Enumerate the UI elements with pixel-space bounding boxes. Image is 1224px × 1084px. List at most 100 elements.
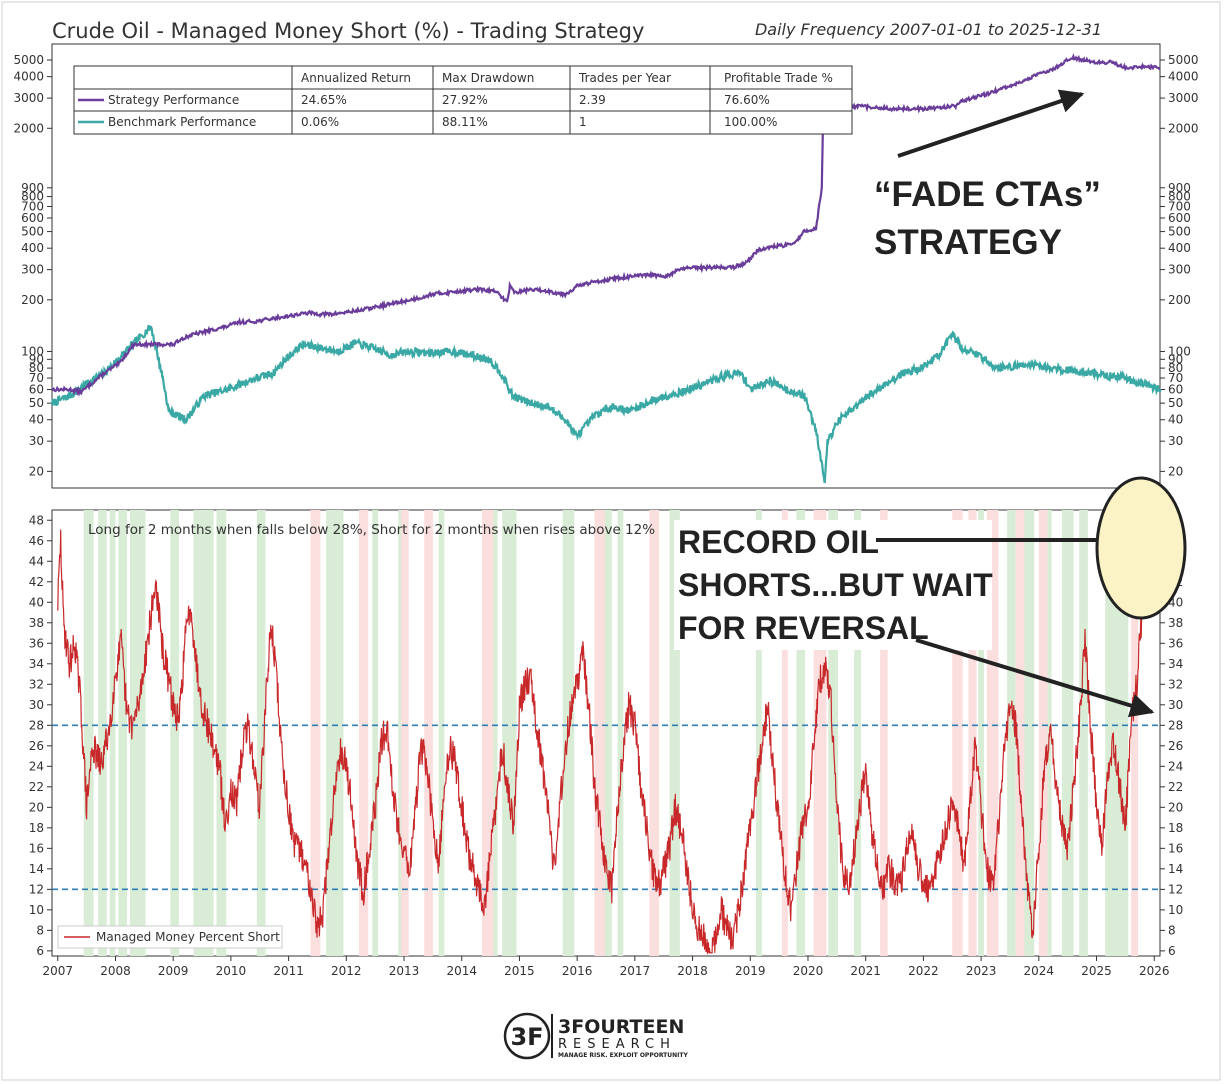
long-trade-band — [617, 510, 624, 956]
year-tick-label: 2007 — [42, 964, 73, 978]
long-trade-band — [193, 510, 214, 956]
performance-y-tick-label: 90 — [29, 352, 44, 366]
performance-y-tick-label: 200 — [1168, 293, 1191, 307]
long-trade-band — [109, 510, 116, 956]
performance-y-tick-label: 3000 — [13, 91, 44, 105]
performance-y-tick-label: 70 — [1168, 371, 1183, 385]
year-axis: 2007 2008 2009 2010 2011 2012 2013 2014 2015 2016… — [42, 956, 1170, 978]
logo-tagline: MANAGE RISK. EXPLOIT OPPORTUNITY — [558, 1052, 688, 1059]
reversal-arrow — [915, 638, 1155, 718]
performance-y-tick-label: 5000 — [13, 53, 44, 67]
table-cell-benchmark-return: 0.06% — [301, 115, 339, 129]
short-trade-band — [359, 510, 369, 956]
performance-y-tick-label: 2000 — [1168, 121, 1199, 135]
record-shorts-highlight-circle — [1095, 476, 1187, 620]
year-tick-label: 2012 — [331, 964, 362, 978]
year-tick-label: 2019 — [735, 964, 766, 978]
signal-y-tick-label: 44 — [29, 554, 44, 568]
trade-shading-bands — [83, 510, 1139, 956]
long-trade-band — [828, 510, 838, 956]
record-shorts-label-line3: FOR REVERSAL — [678, 610, 929, 646]
table-header-annualized-return: Annualized Return — [301, 71, 411, 85]
performance-y-tick-label: 40 — [29, 413, 44, 427]
long-trade-band — [1007, 510, 1016, 956]
long-trade-band — [600, 510, 612, 956]
signal-y-tick-label: 26 — [1168, 739, 1183, 753]
performance-y-tick-label: 20 — [1168, 464, 1183, 478]
signal-y-tick-label: 36 — [29, 636, 44, 650]
long-trade-band — [1079, 510, 1088, 956]
performance-y-tick-label: 4000 — [13, 70, 44, 84]
signal-y-tick-label: 38 — [1168, 616, 1183, 630]
performance-y-tick-label: 200 — [21, 293, 44, 307]
performance-y-tick-label: 900 — [1168, 181, 1191, 195]
long-trade-band — [796, 510, 806, 956]
fade-ctas-label-line2: STRATEGY — [874, 223, 1062, 262]
performance-y-tick-label: 400 — [21, 241, 44, 255]
signal-y-tick-label: 6 — [1168, 944, 1176, 958]
table-cell-benchmark-trades: 1 — [579, 115, 587, 129]
performance-y-tick-label: 3000 — [1168, 91, 1199, 105]
benchmark-performance-line — [50, 324, 1162, 484]
short-trade-band — [968, 510, 977, 956]
performance-y-tick-label: 600 — [1168, 211, 1191, 225]
short-trade-band — [1038, 510, 1048, 956]
performance-y-tick-label: 60 — [1168, 383, 1183, 397]
signal-y-tick-label: 30 — [1168, 698, 1183, 712]
signal-y-tick-label: 20 — [1168, 800, 1183, 814]
performance-y-tick-label: 4000 — [1168, 70, 1199, 84]
short-trade-band — [649, 510, 660, 956]
signal-y-tick-label: 24 — [1168, 759, 1183, 773]
performance-y-tick-label: 100 — [1168, 344, 1191, 358]
short-trade-band — [880, 510, 888, 956]
long-trade-band — [493, 510, 498, 956]
year-tick-label: 2009 — [158, 964, 189, 978]
performance-y-tick-label: 30 — [29, 434, 44, 448]
performance-y-tick-label: 700 — [1168, 200, 1191, 214]
signal-y-tick-label: 18 — [1168, 821, 1183, 835]
signal-y-tick-label: 14 — [1168, 862, 1183, 876]
signal-legend-label: Managed Money Percent Short — [96, 930, 280, 944]
table-header-trades-per-year: Trades per Year — [578, 71, 671, 85]
logo-brand-sub: RESEARCH — [558, 1037, 676, 1052]
signal-panel: 6810121416182022242628303234363840424446… — [29, 476, 1187, 978]
performance-y-tick-label: 300 — [1168, 263, 1191, 277]
long-trade-band — [216, 510, 227, 956]
short-trade-band — [1131, 510, 1139, 956]
year-tick-label: 2022 — [908, 964, 939, 978]
signal-y-tick-label: 12 — [29, 882, 44, 896]
signal-y-tick-label: 28 — [29, 718, 44, 732]
table-cell-benchmark-drawdown: 88.11% — [442, 115, 488, 129]
long-trade-band — [118, 510, 128, 956]
performance-y-tick-label: 70 — [29, 371, 44, 385]
performance-y-tick-label: 5000 — [1168, 53, 1199, 67]
signal-y-tick-label: 38 — [29, 616, 44, 630]
signal-y-tick-label: 32 — [1168, 677, 1183, 691]
short-trade-band — [310, 510, 321, 956]
performance-y-tick-label: 700 — [21, 200, 44, 214]
year-tick-label: 2025 — [1081, 964, 1112, 978]
signal-y-tick-label: 10 — [1168, 903, 1183, 917]
logo-circle-icon — [503, 1012, 551, 1060]
signal-y-tick-label: 32 — [29, 677, 44, 691]
year-tick-label: 2015 — [504, 964, 535, 978]
signal-y-tick-label: 6 — [36, 944, 44, 958]
performance-y-tick-label: 40 — [1168, 413, 1183, 427]
signal-y-tick-label: 24 — [29, 759, 44, 773]
table-cell-strategy-return: 24.65% — [301, 93, 347, 107]
year-tick-label: 2018 — [677, 964, 708, 978]
performance-y-tick-label: 2000 — [13, 121, 44, 135]
year-tick-label: 2010 — [216, 964, 247, 978]
long-trade-band — [170, 510, 179, 956]
managed-money-short-line — [57, 512, 1155, 956]
long-trade-band — [1021, 510, 1035, 956]
performance-panel: 2030405060708090100200300400500600700800… — [13, 43, 1199, 489]
signal-y-tick-label: 16 — [29, 841, 44, 855]
long-trade-band — [256, 510, 266, 956]
long-trade-band — [438, 510, 445, 956]
short-trade-band — [401, 510, 409, 956]
performance-y-tick-label: 500 — [1168, 225, 1191, 239]
fade-ctas-label-line1: “FADE CTAs” — [874, 175, 1101, 214]
